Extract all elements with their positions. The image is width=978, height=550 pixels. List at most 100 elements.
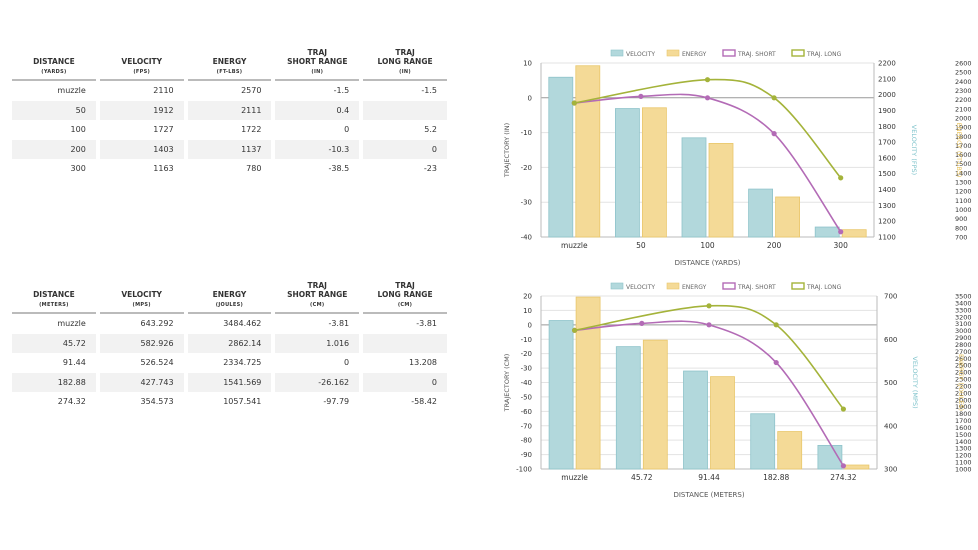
y-energy-tick-label: 1000 bbox=[955, 206, 972, 214]
point-traj-short bbox=[840, 463, 847, 469]
legend-label: VELOCITY bbox=[626, 284, 655, 291]
y-energy-tick-label: 2800 bbox=[955, 341, 972, 349]
table-cell: 780 bbox=[246, 164, 262, 174]
bar-energy bbox=[777, 431, 803, 470]
table-row: 182.88 427.743 1541.569 -26.162 0 bbox=[12, 372, 447, 392]
y-left-tick-label: -10 bbox=[521, 336, 532, 344]
table-row: muzzle 2110 2570 -1.5 -1.5 bbox=[12, 80, 447, 101]
y-energy-axis-title: ENERGY (FT-LBS) bbox=[955, 123, 963, 178]
table-cell: muzzle bbox=[57, 86, 86, 96]
y-energy-tick-label: 1500 bbox=[955, 431, 972, 439]
y-velocity-tick-label: 1900 bbox=[878, 107, 896, 115]
y-left-axis-title: TRAJECTORY (IN) bbox=[503, 123, 511, 178]
y-energy-tick-label: 3400 bbox=[955, 299, 972, 307]
legend-label: ENERGY bbox=[682, 51, 707, 58]
y-velocity-tick-label: 2100 bbox=[878, 75, 896, 83]
y-velocity-tick-label: 300 bbox=[884, 466, 897, 474]
y-left-tick-label: -50 bbox=[521, 393, 532, 401]
bar-velocity bbox=[750, 413, 776, 470]
table-cell: 1057.541 bbox=[223, 397, 262, 407]
y-energy-tick-label: 1500 bbox=[955, 160, 972, 168]
point-traj-short bbox=[639, 320, 645, 326]
y-velocity-axis-title: VELOCITY (MPS) bbox=[911, 356, 919, 408]
table-cell: muzzle bbox=[57, 319, 86, 329]
point-traj-short bbox=[638, 93, 644, 100]
header-velocity: VELOCITY (FPS) bbox=[99, 48, 184, 81]
table-cell: 91.44 bbox=[62, 358, 86, 368]
y-energy-tick-label: 1300 bbox=[955, 445, 972, 453]
x-tick-label: muzzle bbox=[561, 241, 588, 250]
line-traj-short bbox=[574, 320, 845, 467]
table-cell bbox=[363, 100, 447, 120]
y-energy-tick-label: 800 bbox=[955, 224, 967, 232]
table-cell: 13.208 bbox=[409, 358, 437, 368]
table-cell: -38.5 bbox=[328, 164, 350, 174]
y-left-tick-label: -100 bbox=[516, 466, 532, 474]
y-energy-tick-label: 2500 bbox=[955, 362, 972, 370]
table-cell: 200 bbox=[12, 139, 96, 159]
header-energy: ENERGY (JOULES) bbox=[187, 281, 272, 314]
bar-velocity bbox=[615, 346, 641, 470]
legend-swatch bbox=[722, 282, 736, 290]
bar-velocity bbox=[548, 320, 574, 470]
table-cell: 45.72 bbox=[12, 333, 96, 353]
table-cell: 0 bbox=[344, 358, 350, 368]
table-cell: 1912 bbox=[99, 100, 184, 120]
bar-energy bbox=[575, 296, 601, 470]
y-energy-tick-label: 2600 bbox=[955, 60, 972, 68]
point-traj-short bbox=[704, 95, 711, 101]
table-row: 45.72 582.926 2862.14 1.016 bbox=[12, 333, 447, 353]
table-cell: 1137 bbox=[187, 139, 272, 159]
bar-velocity bbox=[683, 370, 708, 470]
table-cell: 3484.462 bbox=[223, 319, 262, 329]
y-energy-tick-label: 3300 bbox=[955, 306, 972, 314]
x-tick-label: 91.44 bbox=[698, 473, 720, 482]
x-tick-label: muzzle bbox=[561, 473, 588, 482]
y-energy-tick-label: 2100 bbox=[955, 105, 972, 113]
ballistics-table-metric: DISTANCE (METERS) VELOCITY (MPS) ENERGY (JO… bbox=[12, 281, 447, 412]
table-cell: -10.3 bbox=[275, 139, 360, 159]
point-traj-long bbox=[773, 322, 779, 328]
y-energy-tick-label: 1000 bbox=[955, 466, 972, 474]
x-tick-label: 200 bbox=[767, 241, 782, 250]
legend-label: TRAJ. SHORT bbox=[737, 284, 776, 291]
y-energy-tick-label: 1800 bbox=[955, 410, 972, 418]
y-energy-tick-label: 3200 bbox=[955, 313, 972, 321]
x-tick-label: 182.88 bbox=[763, 473, 789, 482]
y-energy-tick-label: 2500 bbox=[955, 69, 972, 77]
table-cell: -1.5 bbox=[333, 86, 350, 96]
y-energy-tick-label: 1900 bbox=[955, 403, 972, 411]
bar-energy bbox=[708, 143, 734, 238]
table-cell: -1.5 bbox=[421, 86, 437, 96]
bar-energy bbox=[642, 107, 667, 238]
y-velocity-tick-label: 500 bbox=[884, 379, 897, 387]
legend-swatch bbox=[610, 282, 624, 290]
y-velocity-tick-label: 600 bbox=[884, 336, 897, 344]
bar-velocity bbox=[615, 108, 640, 238]
point-traj-long bbox=[571, 100, 577, 106]
y-left-tick-label: -40 bbox=[521, 234, 532, 242]
y-energy-tick-label: 1900 bbox=[955, 124, 972, 132]
table-row: 50 1912 2111 0.4 bbox=[12, 100, 447, 120]
table-cell: 0.4 bbox=[275, 100, 360, 120]
point-traj-short bbox=[706, 322, 712, 328]
legend-swatch bbox=[666, 282, 680, 290]
legend-swatch bbox=[666, 49, 680, 57]
y-energy-tick-label: 1400 bbox=[955, 438, 972, 446]
y-energy-tick-label: 2200 bbox=[955, 96, 972, 104]
y-energy-tick-label: 3500 bbox=[955, 293, 972, 301]
bar-energy bbox=[710, 376, 735, 470]
header-traj-long: TRAJ LONG RANGE (IN) bbox=[363, 48, 447, 81]
legend-swatch bbox=[791, 49, 805, 57]
table-cell: 182.88 bbox=[12, 372, 96, 392]
header-traj-short: TRAJ SHORT RANGE (CM) bbox=[275, 281, 360, 314]
y-left-tick-label: -30 bbox=[521, 199, 532, 207]
y-left-axis-title: TRAJECTORY (CM) bbox=[503, 354, 511, 413]
bar-energy bbox=[642, 339, 668, 470]
table-row: 100 1727 1722 0 5.2 bbox=[12, 120, 447, 140]
bar-energy bbox=[844, 464, 870, 470]
y-velocity-tick-label: 2000 bbox=[878, 91, 896, 99]
table-cell: 50 bbox=[12, 100, 96, 120]
table-cell: 1403 bbox=[99, 139, 184, 159]
table-cell: 427.743 bbox=[99, 372, 184, 392]
